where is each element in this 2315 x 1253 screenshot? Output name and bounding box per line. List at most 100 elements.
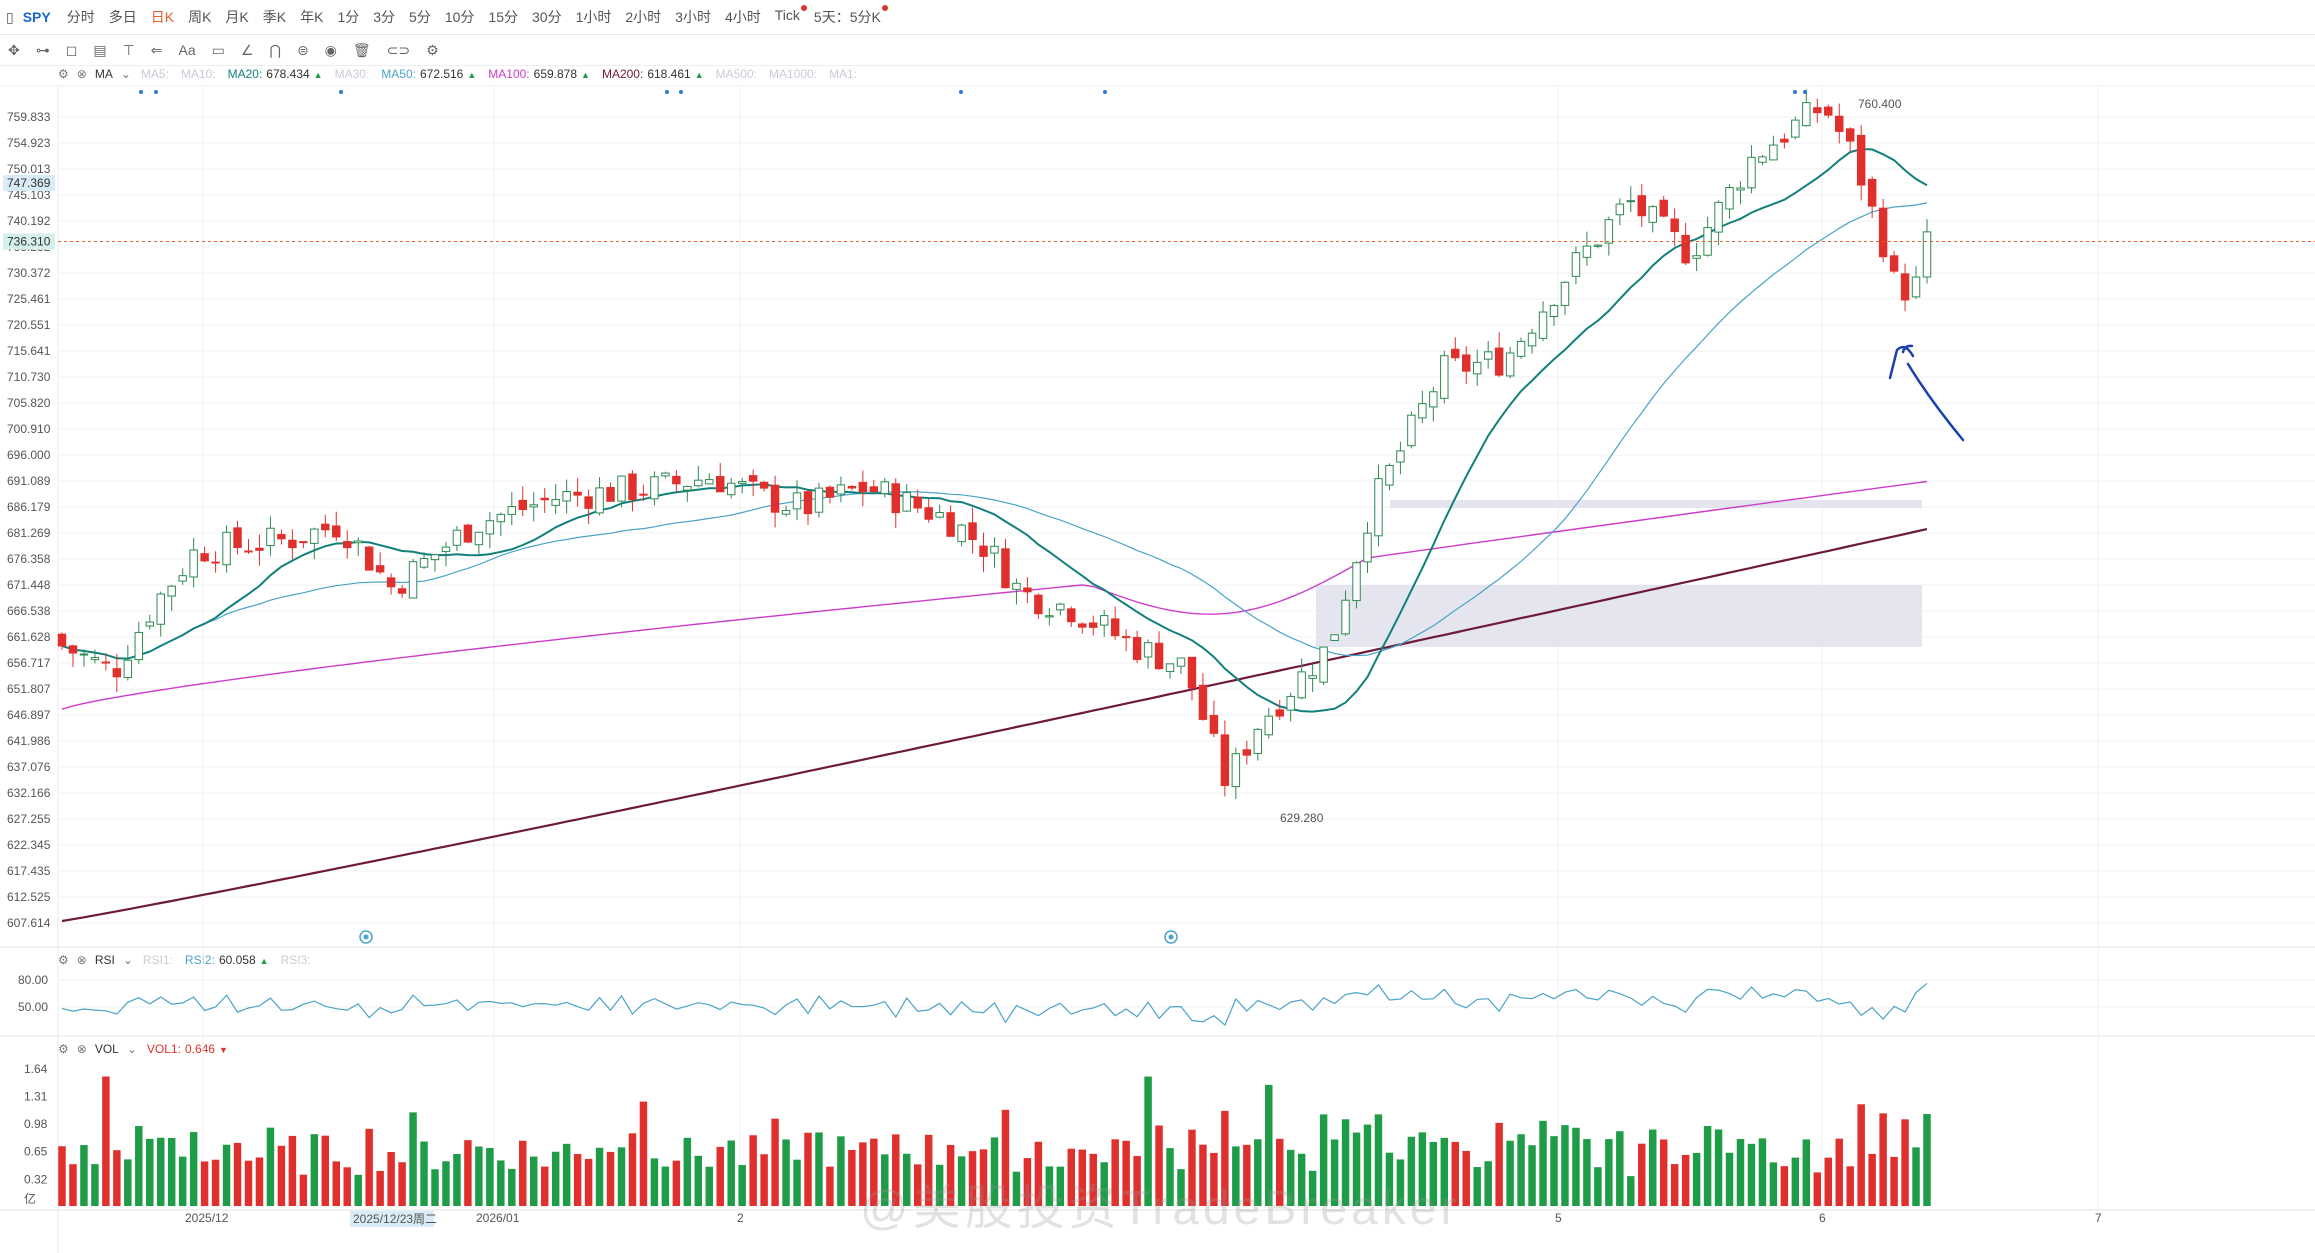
event-marker-icon[interactable] <box>665 90 669 94</box>
period-tab[interactable]: 3分 <box>373 9 396 25</box>
price-tick-label: 627.255 <box>7 812 51 826</box>
period-tab[interactable]: 5天：5分K <box>807 5 888 27</box>
volume-bar <box>1012 1171 1021 1206</box>
event-icon[interactable] <box>359 930 373 944</box>
candle-body <box>705 479 714 485</box>
period-tab[interactable]: 分时 <box>66 9 95 25</box>
legend-item[interactable]: MA10: <box>175 67 222 81</box>
period-tab[interactable]: 年K <box>300 9 324 25</box>
period-tab[interactable]: Tick <box>768 5 807 27</box>
legend-item[interactable]: MA1: <box>823 67 863 81</box>
price-tick-label: 632.166 <box>7 786 51 800</box>
volume-bar <box>266 1127 275 1206</box>
font-tool-icon[interactable]: Aa <box>178 41 196 58</box>
close-icon[interactable]: ⊗ <box>76 67 87 81</box>
measure-icon[interactable]: ▤ <box>93 41 107 58</box>
legend-item[interactable]: MA1000: <box>763 67 823 81</box>
legend-item[interactable]: MA100: 659.878 ▲ <box>482 67 596 81</box>
chevron-down-icon[interactable]: ⌄ <box>122 953 133 967</box>
legend-item[interactable]: RSI3: <box>275 953 317 967</box>
layout-toggle-icon[interactable]: ▯ <box>6 8 14 25</box>
legend-item[interactable]: MA20: 678.434 ▲ <box>222 67 329 81</box>
candle-body <box>1604 219 1614 244</box>
time-axis-label: 7 <box>2095 1211 2102 1225</box>
event-icon[interactable] <box>1164 930 1178 944</box>
eye-icon[interactable]: ⊜ <box>296 41 309 58</box>
event-marker-icon[interactable] <box>959 90 963 94</box>
text-tool-icon[interactable]: ⊤ <box>122 41 135 58</box>
magnet-icon[interactable]: ⋂ <box>269 41 281 58</box>
period-tab[interactable]: 3小时 <box>675 9 711 25</box>
event-marker-icon[interactable] <box>1803 90 1807 94</box>
volume-bar <box>793 1159 801 1206</box>
move-icon[interactable]: ✥ <box>8 41 20 58</box>
settings-icon[interactable]: ⚙ <box>58 1042 69 1056</box>
volume-bar <box>124 1159 132 1206</box>
legend-value: 0.646 <box>184 1042 215 1056</box>
legend-item[interactable]: RSI2: 60.058 ▲ <box>179 953 275 967</box>
ma20-line <box>61 148 1928 713</box>
period-tab[interactable]: 15分 <box>488 9 518 25</box>
record-icon[interactable]: ◉ <box>324 41 337 58</box>
support-zone <box>1316 585 1922 647</box>
legend-item[interactable]: MA30: <box>329 67 376 81</box>
period-tab[interactable]: 多日 <box>108 9 137 25</box>
symbol-selector[interactable]: SPY <box>22 9 51 25</box>
period-tab[interactable]: 周K <box>188 9 212 25</box>
link-icon[interactable]: ⊂⊃ <box>386 41 411 58</box>
legend-item[interactable]: MA50: 672.516 ▲ <box>375 67 482 81</box>
period-tab[interactable]: 月K <box>225 9 249 25</box>
period-list: 分时 多日 日K 周K 月K 季K 年K 1分 3分 5分 10分 15分 30分 1小时 2小时 3小时 4小… <box>60 5 888 27</box>
volume-bar <box>913 1164 922 1206</box>
chevron-down-icon[interactable]: ⌄ <box>126 1042 137 1056</box>
rect-tool-icon[interactable]: ◻ <box>65 41 78 58</box>
legend-item[interactable]: RSI1: <box>137 953 179 967</box>
rsi-items: RSI1: RSI2: 60.058 ▲ RSI3: <box>137 953 317 967</box>
price-tick-label: 637.076 <box>7 760 51 774</box>
close-icon[interactable]: ⊗ <box>76 1042 87 1056</box>
period-tab[interactable]: 4小时 <box>724 9 761 25</box>
event-marker-icon[interactable] <box>679 90 683 94</box>
close-icon[interactable]: ⊗ <box>76 953 87 967</box>
chevron-down-icon[interactable]: ⌄ <box>120 67 131 81</box>
candle-body <box>737 481 747 484</box>
legend-item[interactable]: MA200: 618.461 ▲ <box>596 67 710 81</box>
settings-icon[interactable]: ⚙ <box>426 41 439 58</box>
period-tab[interactable]: 10分 <box>444 9 475 25</box>
candle-body <box>299 541 308 544</box>
candle-body <box>156 593 165 625</box>
candle-body <box>759 481 769 489</box>
event-marker-icon[interactable] <box>154 90 158 94</box>
arrow-tool-icon[interactable]: ⇐ <box>150 41 163 58</box>
volume-bar <box>1089 1153 1097 1206</box>
candle-body <box>672 475 681 485</box>
legend-item[interactable]: VOL1: 0.646 ▼ <box>141 1042 234 1056</box>
period-tab[interactable]: 1分 <box>337 9 360 25</box>
brush-icon[interactable]: ∠ <box>240 41 254 58</box>
comment-icon[interactable]: ▭ <box>211 41 225 58</box>
trash-icon[interactable]: 🗑 <box>352 41 371 58</box>
period-tab[interactable]: 季K <box>262 9 287 25</box>
volume-bar <box>1539 1120 1547 1206</box>
volume-bar <box>420 1141 428 1206</box>
legend-item[interactable]: MA5: <box>135 67 175 81</box>
volume-bar <box>321 1135 330 1206</box>
period-tab[interactable]: 日K <box>150 9 175 25</box>
period-tab[interactable]: 5分 <box>409 9 431 25</box>
event-marker-icon[interactable] <box>339 90 343 94</box>
volume-bar <box>1725 1152 1734 1206</box>
event-marker-icon[interactable] <box>139 90 143 94</box>
event-marker-icon[interactable] <box>1103 90 1107 94</box>
period-tab[interactable]: 30分 <box>532 9 562 25</box>
line-tool-icon[interactable]: ⊶ <box>35 41 50 58</box>
period-tab[interactable]: 1小时 <box>575 9 612 25</box>
settings-icon[interactable]: ⚙ <box>58 953 69 967</box>
settings-icon[interactable]: ⚙ <box>58 67 69 81</box>
candle-body <box>1615 203 1625 216</box>
candle-body <box>902 492 911 512</box>
legend-item[interactable]: MA500: <box>710 67 763 81</box>
period-tab[interactable]: 2小时 <box>625 9 662 25</box>
event-marker-icon[interactable] <box>1793 90 1797 94</box>
candle-body <box>1099 615 1109 626</box>
